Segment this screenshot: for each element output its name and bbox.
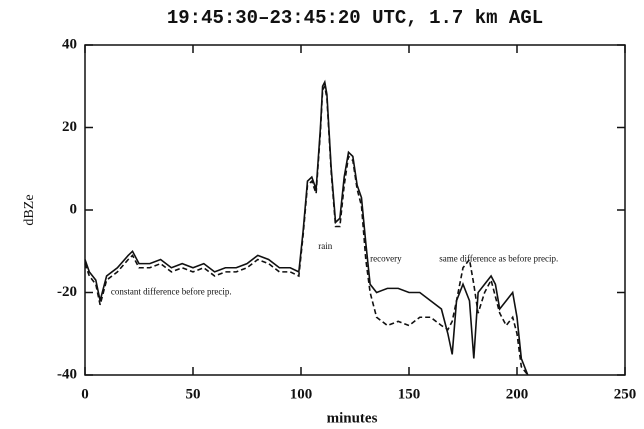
data-line bbox=[84, 79, 529, 376]
x-tick-label: 250 bbox=[614, 386, 637, 402]
x-tick-label: 100 bbox=[290, 386, 313, 402]
x-tick-label: 50 bbox=[186, 386, 201, 402]
annotation: rain bbox=[318, 241, 332, 251]
x-tick-label: 150 bbox=[398, 386, 421, 402]
x-tick-label: 200 bbox=[506, 386, 529, 402]
x-axis-label: minutes bbox=[327, 410, 378, 426]
y-tick-label: -40 bbox=[57, 366, 77, 382]
x-tick-label: 0 bbox=[81, 386, 89, 402]
y-tick-label: 40 bbox=[62, 36, 77, 52]
plot-frame bbox=[84, 44, 626, 376]
chart-title: 19:45:30–23:45:20 UTC, 1.7 km AGL bbox=[167, 7, 543, 29]
annotation: recovery bbox=[370, 254, 402, 264]
y-axis-label: dBZe bbox=[22, 194, 37, 225]
annotation: same difference as before precip. bbox=[439, 254, 558, 264]
y-tick-label: 0 bbox=[70, 201, 78, 217]
annotation: constant difference before precip. bbox=[111, 287, 232, 297]
y-tick-label: 20 bbox=[62, 119, 77, 135]
data-line bbox=[84, 83, 529, 376]
y-tick-label: -20 bbox=[57, 284, 77, 300]
